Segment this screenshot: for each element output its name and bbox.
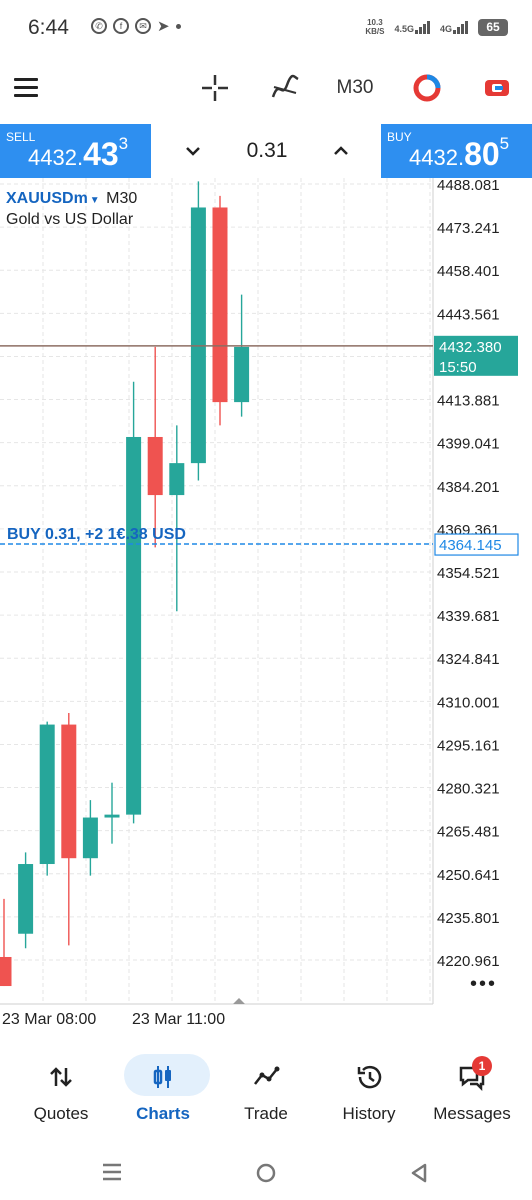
bid-price-value: 4432.380	[439, 339, 502, 356]
trade-icon[interactable]	[480, 70, 514, 106]
sell-price: 4432.433	[28, 134, 129, 172]
more-options-icon[interactable]: •••	[470, 973, 498, 995]
network-type-1: 4.5G	[394, 23, 414, 34]
status-bar: 6:44 ✆ f ✉ ➤ 10.3 KB/S 4.5G 4G 65	[0, 0, 532, 58]
nav-quotes-label: Quotes	[33, 1104, 89, 1123]
buy-label: BUY	[387, 130, 412, 144]
price-axis-label: 4310.001	[437, 694, 500, 711]
price-axis-label: 4235.801	[437, 910, 500, 927]
system-navigation	[0, 1140, 532, 1200]
bear-candle	[0, 956, 12, 987]
mt-logo-icon[interactable]	[410, 70, 444, 106]
nav-charts-label: Charts	[136, 1104, 190, 1123]
volume-decrease-button[interactable]	[178, 136, 208, 166]
chart-timeframe: M30	[106, 190, 138, 207]
entry-price-tag	[434, 533, 519, 556]
volume-increase-button[interactable]	[326, 136, 356, 166]
price-axis-label: 4295.161	[437, 737, 500, 754]
chevron-down-icon	[186, 147, 200, 156]
chevron-up-icon	[334, 146, 348, 155]
time-axis-label: 23 Mar 08:00	[2, 1011, 96, 1028]
buy-price: 4432.805	[409, 134, 510, 172]
price-axis-label: 4324.841	[437, 651, 500, 668]
scroll-marker-icon	[233, 998, 245, 1004]
nav-history-label: History	[342, 1104, 396, 1123]
network-type-2: 4G	[439, 23, 452, 34]
home-icon[interactable]	[255, 1162, 277, 1184]
indicators-icon[interactable]	[268, 70, 302, 106]
buy-button[interactable]: BUY 4432.805	[381, 124, 532, 178]
bid-price-tag	[434, 335, 518, 376]
charts-icon	[153, 1066, 171, 1088]
nav-quotes[interactable]: Quotes	[8, 1048, 114, 1133]
network-speed: 10.3 KB/S	[365, 18, 385, 36]
price-axis-label: 4220.961	[437, 953, 500, 970]
messages-badge: 1	[472, 1056, 492, 1076]
notification-icons: ✆ f ✉ ➤	[91, 17, 181, 35]
history-icon	[357, 1065, 382, 1089]
nav-trade[interactable]: Trade	[213, 1048, 319, 1133]
signal-4g-icon: 4G	[439, 20, 468, 34]
price-axis-label: 4473.241	[437, 220, 500, 237]
bull-candle	[190, 207, 206, 464]
price-axis-label: 4488.081	[437, 178, 500, 194]
timeframe-button[interactable]: M30	[336, 77, 374, 98]
bear-candle	[212, 207, 228, 403]
messenger-icon: ✉	[135, 18, 151, 34]
nav-trade-label: Trade	[244, 1104, 288, 1123]
bear-candle	[147, 436, 163, 496]
price-axis-label: 4443.561	[437, 306, 500, 323]
price-axis-label: 4458.401	[437, 263, 500, 280]
telegram-icon: ➤	[157, 18, 170, 35]
facebook-icon: f	[113, 18, 129, 34]
menu-icon[interactable]	[12, 70, 42, 106]
bull-candle	[104, 814, 120, 818]
battery-icon: 65	[478, 18, 508, 36]
one-click-trading-panel: SELL 4432.433 0.31 BUY 4432.805	[0, 124, 532, 178]
entry-price-value: 4364.145	[439, 537, 502, 554]
price-axis-label: 4399.041	[437, 436, 500, 453]
trade-nav-icon	[254, 1066, 280, 1085]
nav-history[interactable]: History	[316, 1048, 422, 1133]
price-axis-label: 4413.881	[437, 393, 500, 410]
price-axis-label: 4250.641	[437, 867, 500, 884]
symbol-dropdown-icon[interactable]: ▼	[89, 195, 100, 206]
more-notifications-icon	[175, 23, 181, 29]
price-axis-label: 4354.521	[437, 565, 500, 582]
bull-candle	[18, 864, 34, 934]
nav-charts[interactable]: Charts	[110, 1048, 216, 1133]
recent-apps-icon[interactable]	[100, 1162, 124, 1182]
sell-button[interactable]: SELL 4432.433	[0, 124, 151, 178]
chart-toolbar: M30	[0, 60, 532, 116]
quotes-icon	[50, 1067, 72, 1087]
back-icon[interactable]	[408, 1162, 430, 1184]
position-line-label[interactable]: BUY 0.31, +2 1€.38 USD	[7, 526, 186, 543]
sell-label: SELL	[6, 130, 36, 144]
signal-4-5g-icon: 4.5G	[394, 20, 430, 34]
symbol-header[interactable]: XAUUSDm ▼ M30	[6, 190, 137, 208]
symbol-description: Gold vs US Dollar	[6, 211, 134, 228]
price-axis-label: 4265.481	[437, 824, 500, 841]
bear-candle	[61, 724, 77, 859]
status-time: 6:44	[28, 16, 69, 39]
bull-candle	[82, 817, 98, 859]
volume-input[interactable]: 0.31	[246, 139, 288, 162]
bull-candle	[39, 724, 55, 865]
whatsapp-icon: ✆	[91, 18, 107, 34]
crosshair-icon[interactable]	[198, 70, 232, 106]
symbol-name[interactable]: XAUUSDm	[6, 190, 88, 207]
candlestick-chart[interactable]: 4488.0814473.2414458.4014443.5614428.721…	[0, 178, 532, 1038]
candle-timer: 15:50	[439, 359, 477, 376]
price-chart[interactable]: 4488.0814473.2414458.4014443.5614428.721…	[0, 178, 532, 1038]
price-axis-label: 4280.321	[437, 781, 500, 798]
time-axis-label: 23 Mar 11:00	[132, 1011, 225, 1028]
price-axis-label: 4339.681	[437, 608, 500, 625]
price-axis-label: 4384.201	[437, 479, 500, 496]
nav-messages-label: Messages	[433, 1104, 511, 1123]
bull-candle	[126, 436, 142, 815]
bull-candle	[234, 346, 250, 403]
bull-candle	[169, 463, 185, 496]
bottom-navigation: Quotes Charts Trade History Messages	[0, 1048, 532, 1133]
